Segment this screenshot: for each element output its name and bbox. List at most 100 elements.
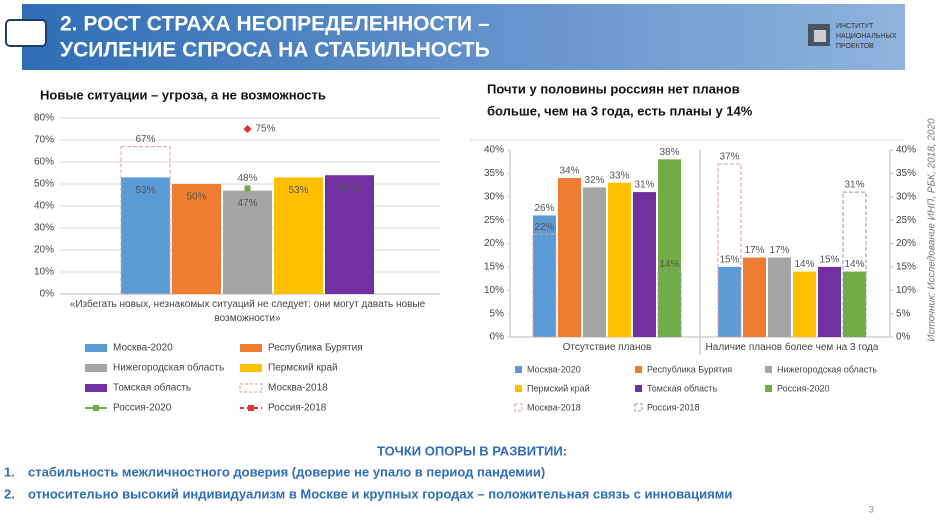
y-tick-label: 30% bbox=[34, 223, 54, 234]
y-tick-label: 50% bbox=[34, 179, 54, 190]
value-label: 38% bbox=[659, 147, 679, 158]
legend-swatch bbox=[240, 364, 262, 372]
value-label: 14% bbox=[659, 259, 679, 270]
legend-swatch bbox=[634, 403, 643, 412]
list-item: стабильность межличностного доверия (дов… bbox=[28, 464, 545, 479]
legend-swatch bbox=[85, 384, 107, 392]
institute-logo-inner bbox=[814, 30, 826, 42]
legend-label: Россия-2020 bbox=[113, 403, 172, 414]
dashed-box bbox=[657, 271, 682, 338]
y2-tick-label: 5% bbox=[896, 308, 911, 319]
page-number: 3 bbox=[869, 504, 874, 514]
chart-title: Новые ситуации – угроза, а не возможност… bbox=[40, 87, 326, 102]
value-label: 53% bbox=[288, 185, 308, 196]
x-tick-label: Отсутствие планов bbox=[562, 342, 652, 353]
bar bbox=[768, 257, 791, 337]
source: Источник: Исследование ИНП, РБК, 2018, 2… bbox=[927, 118, 938, 342]
bar bbox=[793, 271, 816, 337]
legend-label: Томская область bbox=[113, 382, 191, 394]
dashed-box bbox=[717, 163, 742, 338]
corner-logo bbox=[5, 19, 47, 47]
y-tick-label: 0% bbox=[490, 332, 505, 343]
bar bbox=[718, 266, 741, 337]
y2-tick-label: 15% bbox=[896, 262, 916, 273]
list-number: 1. bbox=[4, 464, 15, 479]
y-tick-label: 35% bbox=[484, 168, 504, 179]
bar bbox=[558, 178, 581, 337]
bar bbox=[274, 177, 323, 294]
bar bbox=[583, 187, 606, 337]
bar bbox=[121, 177, 170, 294]
legend-swatch bbox=[635, 366, 642, 373]
dashed-box bbox=[120, 146, 171, 295]
y-tick-label: 70% bbox=[34, 135, 54, 146]
y-tick-label: 20% bbox=[34, 245, 54, 256]
y-tick-label: 5% bbox=[490, 308, 505, 319]
marker bbox=[244, 185, 251, 192]
value-label: 48% bbox=[237, 173, 257, 184]
y-tick-label: 80% bbox=[34, 113, 54, 124]
logo-text: ПРОЕКТОВ bbox=[836, 43, 874, 50]
value-label: 34% bbox=[559, 166, 579, 177]
y-tick-label: 15% bbox=[484, 262, 504, 273]
y2-tick-label: 0% bbox=[896, 332, 911, 343]
legend-label: Республика Бурятия bbox=[268, 342, 363, 354]
bar bbox=[608, 182, 631, 337]
y-tick-label: 10% bbox=[34, 267, 54, 278]
y2-tick-label: 30% bbox=[896, 191, 916, 202]
logo-text: ИНСТИТУТ bbox=[836, 23, 874, 30]
header-band bbox=[22, 4, 905, 70]
title-line: 2. РОСТ СТРАХА НЕОПРЕДЕЛЕННОСТИ – bbox=[60, 13, 490, 36]
value-label: 26% bbox=[534, 203, 554, 214]
x-tick-label-box: Наличие планов более чем на 3 года bbox=[705, 342, 879, 353]
logo-text: НАЦИОНАЛЬНЫХ bbox=[836, 33, 897, 40]
y2-tick-label: 35% bbox=[896, 168, 916, 179]
value-label: 31% bbox=[844, 180, 864, 191]
y-tick-label: 30% bbox=[484, 191, 504, 202]
legend-swatch bbox=[765, 385, 772, 392]
legend-swatch bbox=[635, 385, 642, 392]
legend-label: Россия-2020 bbox=[777, 383, 830, 393]
value-label: 50% bbox=[186, 192, 206, 203]
y2-tick-label: 25% bbox=[896, 215, 916, 226]
y2-tick-label: 20% bbox=[896, 238, 916, 249]
marker bbox=[243, 125, 252, 133]
y-tick-label: 25% bbox=[484, 215, 504, 226]
dashed-box bbox=[532, 233, 557, 338]
y2-tick-label: 40% bbox=[896, 145, 916, 156]
legend-swatch bbox=[85, 344, 107, 352]
value-label: 33% bbox=[609, 170, 629, 181]
legend-swatch bbox=[93, 405, 99, 411]
legend-label: Москва-2018 bbox=[268, 383, 328, 394]
bar bbox=[658, 159, 681, 337]
value-label: 15% bbox=[819, 255, 839, 266]
value-label: 37% bbox=[719, 152, 739, 163]
legend-swatch bbox=[515, 366, 522, 373]
legend-label: Нижегородская область bbox=[777, 364, 877, 374]
y-tick-label: 40% bbox=[34, 201, 54, 212]
value-label: 54% bbox=[339, 183, 359, 194]
footer-heading: ТОЧКИ ОПОРЫ В РАЗВИТИИ: bbox=[377, 443, 567, 458]
legend-label: Пермский край bbox=[527, 383, 590, 393]
bar bbox=[818, 266, 841, 337]
y-tick-label: 10% bbox=[484, 285, 504, 296]
title-line: УСИЛЕНИЕ СПРОСА НА СТАБИЛЬНОСТЬ bbox=[60, 39, 490, 62]
bar bbox=[743, 257, 766, 337]
legend-label: Россия-2018 bbox=[268, 403, 327, 414]
value-label: 31% bbox=[634, 180, 654, 191]
x-tick-label: Наличие планов более чем на 3 года bbox=[705, 342, 879, 353]
value-label: 17% bbox=[769, 245, 789, 256]
legend-label: Томская область bbox=[647, 383, 718, 393]
list-item: относительно высокий индивидуализм в Мос… bbox=[28, 486, 732, 501]
legend-label: Москва-2020 bbox=[113, 343, 173, 354]
legend-swatch bbox=[515, 385, 522, 392]
x-tick-label-box: Отсутствие планов bbox=[562, 342, 652, 353]
legend-swatch bbox=[85, 364, 107, 372]
legend-swatch bbox=[765, 366, 772, 373]
value-label: 14% bbox=[844, 259, 864, 270]
y-tick-label: 40% bbox=[484, 145, 504, 156]
list-number: 2. bbox=[4, 486, 15, 501]
x-tick-label-box: «Избегать новых, незнакомых ситуаций не … bbox=[70, 299, 425, 324]
bar bbox=[223, 190, 272, 294]
